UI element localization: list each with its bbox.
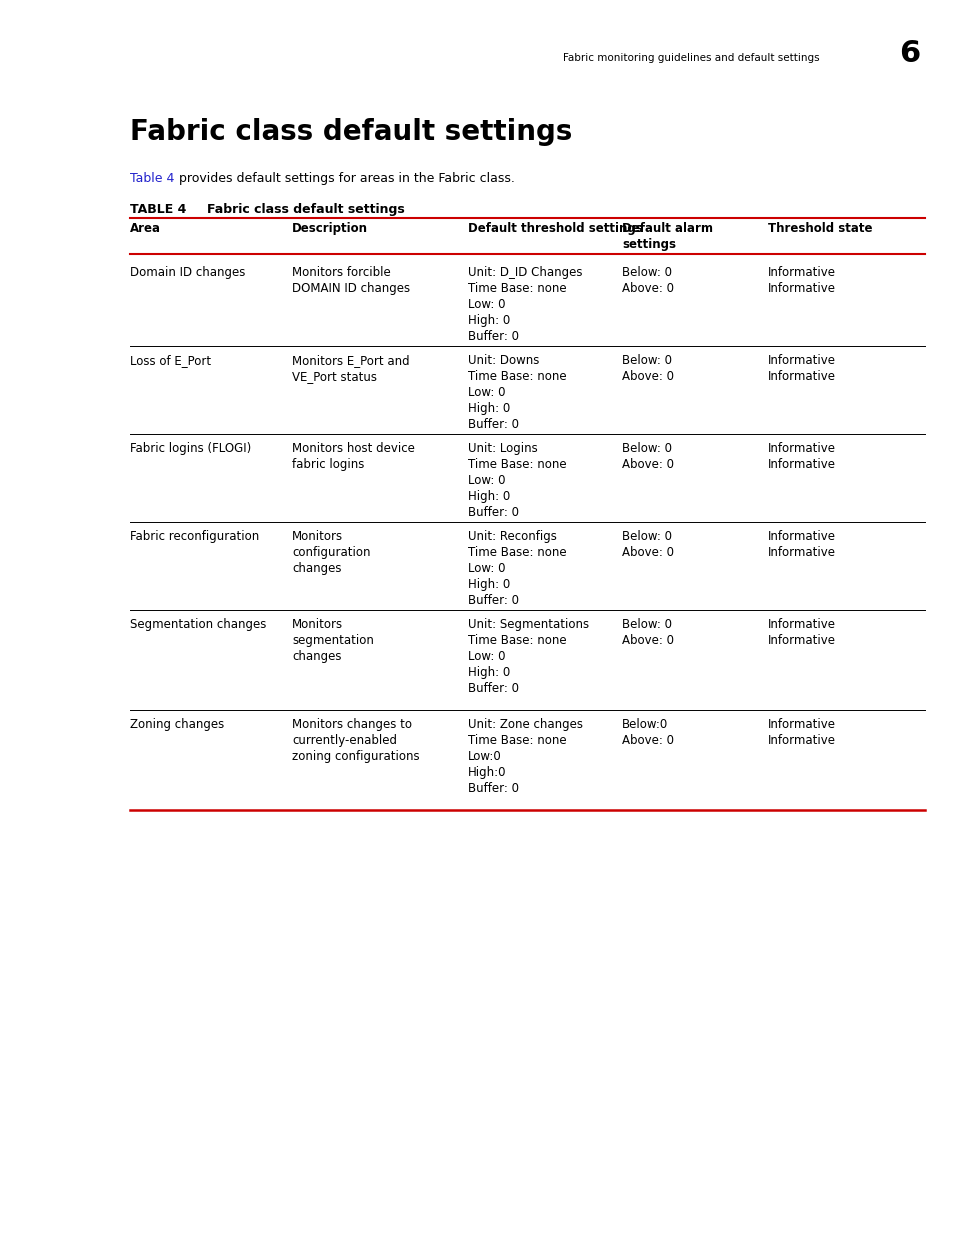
Text: Default threshold settings: Default threshold settings	[468, 222, 642, 235]
Text: Area: Area	[130, 222, 161, 235]
Text: Fabric class default settings: Fabric class default settings	[130, 119, 572, 146]
Text: Below: 0
Above: 0: Below: 0 Above: 0	[621, 442, 673, 471]
Text: Below:0
Above: 0: Below:0 Above: 0	[621, 718, 673, 747]
Text: Informative
Informative: Informative Informative	[767, 618, 835, 647]
Text: Monitors
segmentation
changes: Monitors segmentation changes	[292, 618, 374, 663]
Text: Informative
Informative: Informative Informative	[767, 266, 835, 295]
Text: Fabric reconfiguration: Fabric reconfiguration	[130, 530, 259, 543]
Text: Informative
Informative: Informative Informative	[767, 354, 835, 383]
Text: Unit: Zone changes
Time Base: none
Low:0
High:0
Buffer: 0: Unit: Zone changes Time Base: none Low:0…	[468, 718, 582, 795]
Text: Monitors host device
fabric logins: Monitors host device fabric logins	[292, 442, 415, 471]
Text: Description: Description	[292, 222, 368, 235]
Text: Default alarm
settings: Default alarm settings	[621, 222, 712, 251]
Text: provides default settings for areas in the Fabric class.: provides default settings for areas in t…	[174, 172, 515, 185]
Text: Fabric class default settings: Fabric class default settings	[207, 203, 404, 216]
Text: Informative
Informative: Informative Informative	[767, 718, 835, 747]
Text: Unit: Reconfigs
Time Base: none
Low: 0
High: 0
Buffer: 0: Unit: Reconfigs Time Base: none Low: 0 H…	[468, 530, 566, 606]
Text: Informative
Informative: Informative Informative	[767, 530, 835, 559]
Text: Monitors
configuration
changes: Monitors configuration changes	[292, 530, 370, 576]
Text: Threshold state: Threshold state	[767, 222, 872, 235]
Text: Below: 0
Above: 0: Below: 0 Above: 0	[621, 530, 673, 559]
Text: Unit: Segmentations
Time Base: none
Low: 0
High: 0
Buffer: 0: Unit: Segmentations Time Base: none Low:…	[468, 618, 589, 695]
Text: Unit: Logins
Time Base: none
Low: 0
High: 0
Buffer: 0: Unit: Logins Time Base: none Low: 0 High…	[468, 442, 566, 519]
Text: Table 4: Table 4	[130, 172, 174, 185]
Text: Monitors E_Port and
VE_Port status: Monitors E_Port and VE_Port status	[292, 354, 409, 383]
Text: Loss of E_Port: Loss of E_Port	[130, 354, 211, 367]
Text: Monitors forcible
DOMAIN ID changes: Monitors forcible DOMAIN ID changes	[292, 266, 410, 295]
Text: Fabric monitoring guidelines and default settings: Fabric monitoring guidelines and default…	[563, 53, 820, 63]
Text: Domain ID changes: Domain ID changes	[130, 266, 245, 279]
Text: Fabric logins (FLOGI): Fabric logins (FLOGI)	[130, 442, 251, 454]
Text: Segmentation changes: Segmentation changes	[130, 618, 266, 631]
Text: Below: 0
Above: 0: Below: 0 Above: 0	[621, 354, 673, 383]
Text: 6: 6	[898, 40, 919, 68]
Text: Informative
Informative: Informative Informative	[767, 442, 835, 471]
Text: Monitors changes to
currently-enabled
zoning configurations: Monitors changes to currently-enabled zo…	[292, 718, 419, 763]
Text: Unit: Downs
Time Base: none
Low: 0
High: 0
Buffer: 0: Unit: Downs Time Base: none Low: 0 High:…	[468, 354, 566, 431]
Text: Below: 0
Above: 0: Below: 0 Above: 0	[621, 618, 673, 647]
Text: TABLE 4: TABLE 4	[130, 203, 186, 216]
Text: Unit: D_ID Changes
Time Base: none
Low: 0
High: 0
Buffer: 0: Unit: D_ID Changes Time Base: none Low: …	[468, 266, 582, 343]
Text: Below: 0
Above: 0: Below: 0 Above: 0	[621, 266, 673, 295]
Text: Zoning changes: Zoning changes	[130, 718, 224, 731]
